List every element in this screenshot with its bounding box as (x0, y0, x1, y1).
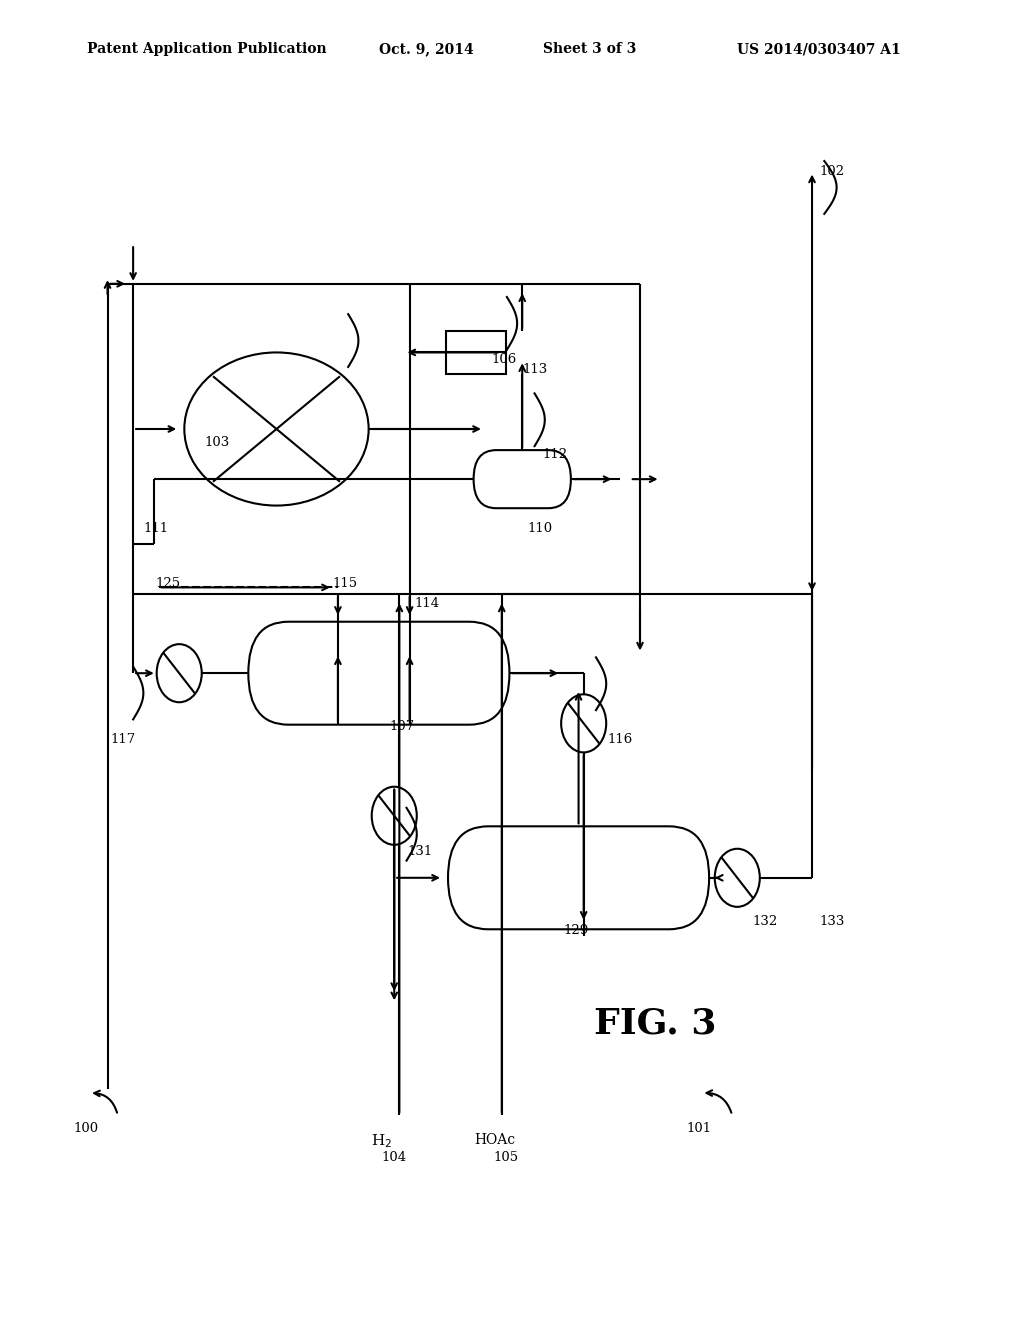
Text: 111: 111 (143, 521, 169, 535)
Text: Patent Application Publication: Patent Application Publication (87, 42, 327, 57)
Text: 107: 107 (389, 719, 415, 733)
Circle shape (715, 849, 760, 907)
Bar (446, 331, 506, 374)
Text: 106: 106 (492, 352, 517, 366)
Circle shape (157, 644, 202, 702)
Text: 131: 131 (408, 845, 433, 858)
Text: 102: 102 (819, 165, 845, 178)
Text: US 2014/0303407 A1: US 2014/0303407 A1 (737, 42, 901, 57)
Text: Sheet 3 of 3: Sheet 3 of 3 (543, 42, 636, 57)
Text: 103: 103 (205, 436, 230, 449)
Text: 112: 112 (543, 447, 568, 461)
FancyBboxPatch shape (473, 450, 571, 508)
Text: 110: 110 (527, 521, 553, 535)
Text: 104: 104 (382, 1151, 407, 1164)
Text: 129: 129 (563, 924, 589, 937)
Text: 133: 133 (819, 915, 845, 928)
Text: Oct. 9, 2014: Oct. 9, 2014 (379, 42, 474, 57)
Text: 117: 117 (111, 733, 136, 746)
Text: 101: 101 (686, 1122, 712, 1135)
Circle shape (372, 787, 417, 845)
Text: H$_2$: H$_2$ (372, 1133, 392, 1150)
Text: 105: 105 (494, 1151, 518, 1164)
Text: 100: 100 (74, 1122, 99, 1135)
Ellipse shape (184, 352, 369, 506)
Text: 114: 114 (415, 597, 440, 610)
Circle shape (561, 694, 606, 752)
Text: 113: 113 (522, 363, 548, 376)
Text: HOAc: HOAc (474, 1133, 515, 1147)
Text: 132: 132 (753, 915, 778, 928)
Text: 115: 115 (333, 577, 358, 590)
FancyBboxPatch shape (248, 622, 510, 725)
Text: 116: 116 (607, 733, 633, 746)
Text: FIG. 3: FIG. 3 (594, 1006, 717, 1040)
Text: 125: 125 (156, 577, 181, 590)
FancyBboxPatch shape (447, 826, 709, 929)
